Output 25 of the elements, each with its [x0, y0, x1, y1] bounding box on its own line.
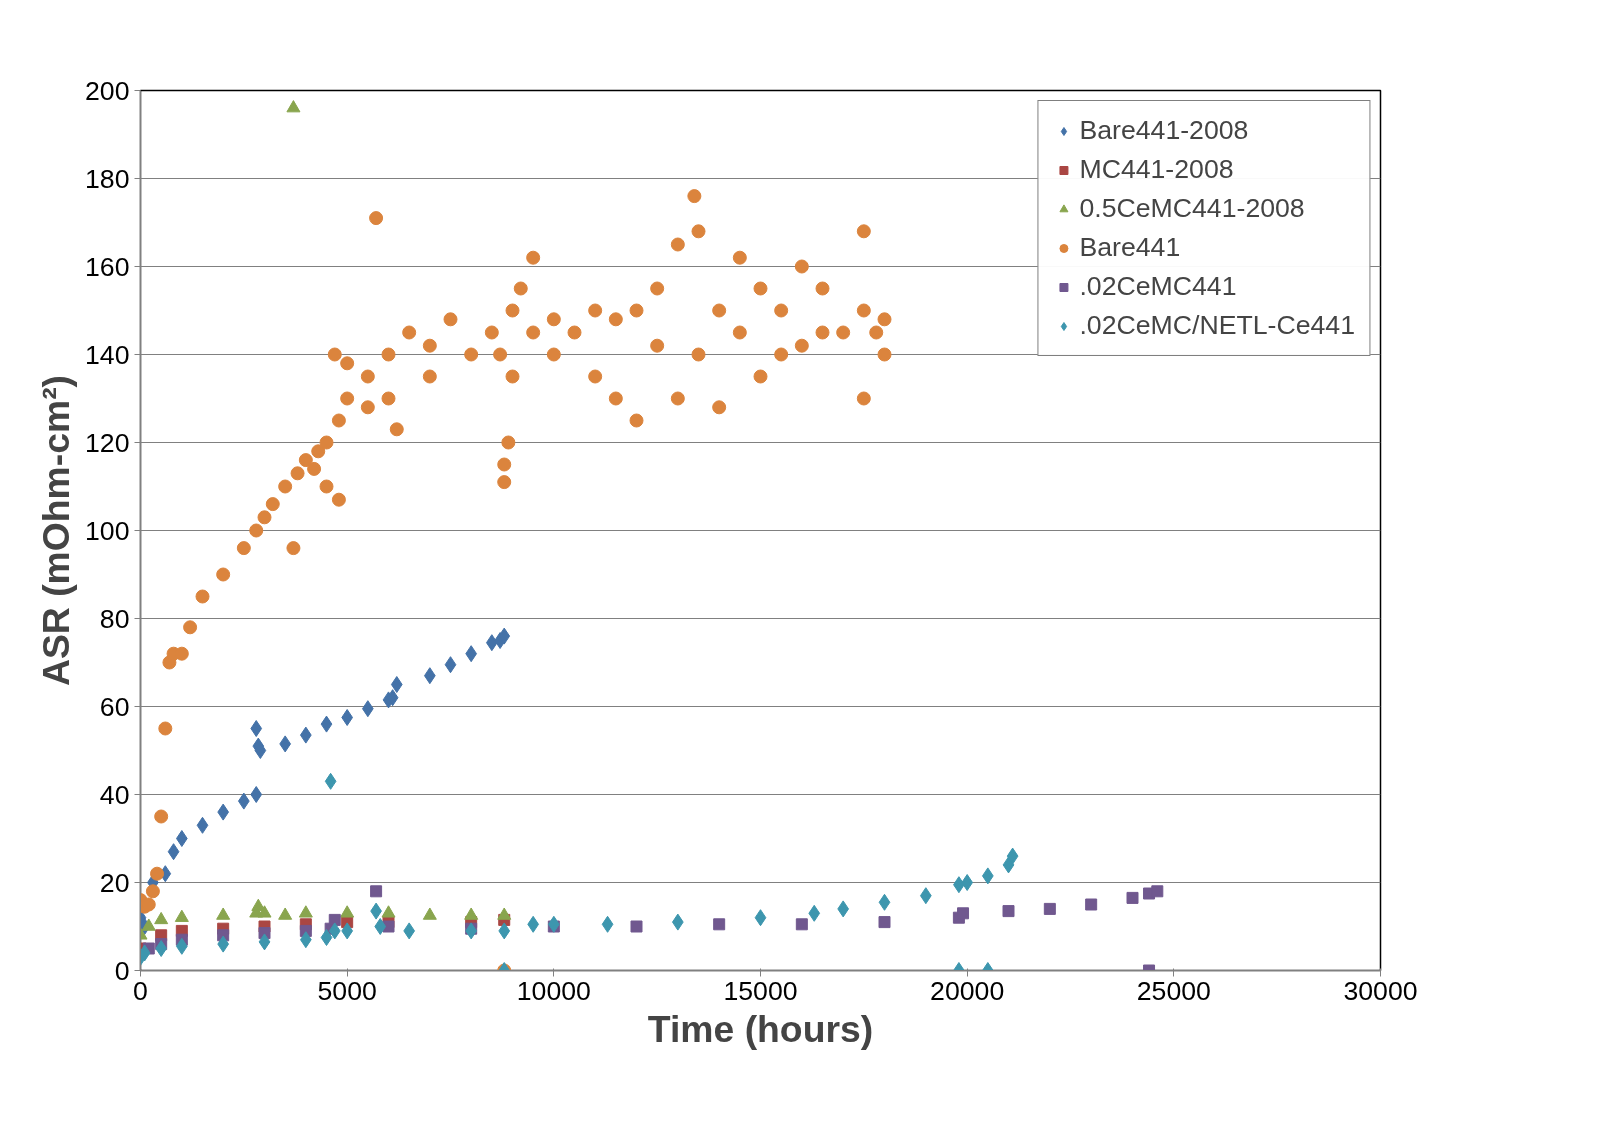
legend-label: Bare441-2008 — [1079, 115, 1249, 146]
x-axis-title: Time (hours) — [647, 1007, 874, 1050]
x-tick-label: 25000 — [1136, 975, 1211, 1006]
y-tick-label: 180 — [85, 163, 130, 194]
y-tick-label: 140 — [85, 339, 130, 370]
y-axis-title: ASR (mOhm-cm²) — [35, 374, 78, 687]
x-tick-label: 30000 — [1343, 975, 1418, 1006]
legend-label: 0.5CeMC441-2008 — [1079, 193, 1305, 224]
legend-label: .02CeMC441 — [1079, 271, 1237, 302]
y-tick-label: 160 — [85, 251, 130, 282]
y-tick-label: 200 — [85, 75, 130, 106]
legend-label: .02CeMC/NETL-Ce441 — [1079, 310, 1355, 341]
x-tick-label: 20000 — [930, 975, 1005, 1006]
y-tick-label: 80 — [99, 603, 130, 634]
y-tick-label: 100 — [85, 515, 130, 546]
x-tick-label: 10000 — [516, 975, 591, 1006]
legend-label: MC441-2008 — [1079, 154, 1234, 185]
x-tick-label: 5000 — [317, 975, 377, 1006]
legend-label: Bare441 — [1079, 232, 1181, 263]
y-tick-label: 0 — [114, 955, 130, 986]
y-tick-label: 60 — [99, 691, 130, 722]
x-tick-label: 15000 — [723, 975, 798, 1006]
y-tick-label: 40 — [99, 779, 130, 810]
y-tick-label: 20 — [99, 867, 130, 898]
y-tick-label: 120 — [85, 427, 130, 458]
